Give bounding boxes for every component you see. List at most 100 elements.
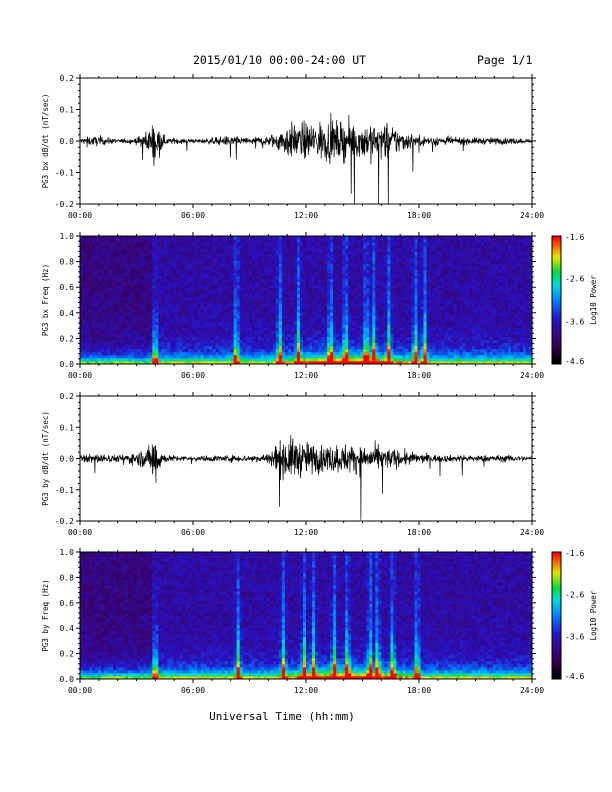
spectrogram-cell [167,236,171,240]
spectrogram-cell [321,315,325,319]
spectrogram-cell [405,324,409,328]
spectrogram-cell [164,321,168,325]
spectrogram-cell [378,245,382,249]
spectrogram-cell [119,248,123,252]
spectrogram-cell [306,284,310,289]
spectrogram-cell [299,263,304,267]
spectrogram-cell [182,257,186,261]
spectrogram-cell [302,345,307,350]
spectrogram-cell [221,272,226,277]
spectrogram-cell [113,278,117,283]
spectrogram-cell [390,248,394,252]
spectrogram-cell [245,336,250,341]
spectrogram-cell [411,275,415,280]
spectrogram-cell [206,281,210,286]
spectrogram-cell [212,242,216,246]
spectrogram-cell [299,257,304,261]
spectrogram-cell [315,257,319,261]
spectrogram-cell [218,318,223,322]
spectrogram-cell [278,242,283,246]
spectrogram-cell [306,278,310,283]
spectrogram-cell [221,293,226,298]
spectrogram-cell [173,309,177,313]
spectrogram-cell [351,257,355,261]
spectrogram-cell [396,287,400,292]
spectrogram-cell [80,284,84,289]
spectrogram-cell [405,242,409,246]
spectrogram-cell [333,318,337,322]
spectrogram-cell [272,324,277,328]
spectrogram-cell [101,351,105,356]
spectrogram-cell [360,263,364,267]
spectrogram-cell [86,266,90,270]
spectrogram-cell [176,287,180,292]
spectrogram-cell [260,266,265,270]
spectrogram-cell [360,303,364,307]
spectrogram-cell [197,318,201,322]
spectrogram-cell [351,263,355,267]
spectrogram-cell [354,245,358,249]
spectrogram-cell [194,324,198,328]
spectrogram-cell [131,266,135,270]
spectrogram-cell [110,266,114,270]
spectrogram-cell [396,360,400,365]
spectrogram-cell [146,251,150,255]
spectrogram-cell [375,360,379,365]
spectrogram-cell [354,342,358,347]
spectrogram-cell [296,281,301,286]
spectrogram-cell [411,315,415,319]
spectrogram-cell [278,287,283,292]
spectrogram-cell [239,260,244,264]
spectrogram-cell [119,306,123,310]
spectrogram-cell [372,260,376,264]
spectrogram-cell [98,275,102,280]
spectrogram-cell [269,309,274,313]
spectrogram-cell [200,333,204,337]
spectrogram-cell [284,278,289,283]
spectrogram-cell [366,254,370,258]
spectrogram-cell [306,309,310,313]
spectrogram-cell [194,360,198,365]
spectrogram-cell [278,300,283,304]
spectrogram-cell [197,315,201,319]
spectrogram-cell [405,303,409,307]
spectrogram-cell [140,327,144,331]
spectrogram-cell [134,281,138,286]
spectrogram-cell [272,278,277,283]
spectrogram-cell [423,336,427,341]
spectrogram-cell [179,290,183,295]
spectrogram-cell [101,354,105,359]
spectrogram-cell [390,251,394,255]
spectrogram-cell [80,300,84,304]
spectrogram-cell [170,254,174,258]
spectrogram-cell [354,242,358,246]
spectrogram-cell [324,339,328,344]
spectrogram-cell [224,293,229,298]
spectrogram-cell [414,333,418,337]
spectrogram-cell [384,266,388,270]
spectrogram-cell [363,266,367,270]
spectrogram-cell [345,296,349,301]
spectrogram-cell [113,339,117,344]
spectrogram-cell [369,318,373,322]
spectrogram-cell [185,260,189,264]
spectrogram-cell [86,342,90,347]
spectrogram-cell [293,321,298,325]
spectrogram-cell [119,348,123,353]
spectrogram-cell [176,342,180,347]
spectrogram-cell [182,342,186,347]
spectrogram-cell [266,245,271,249]
spectrogram-cell [110,309,114,313]
spectrogram-cell [86,236,90,240]
spectrogram-cell [420,281,424,286]
spectrogram-cell [254,290,259,295]
spectrogram-cell [408,327,412,331]
spectrogram-cell [134,269,138,273]
spectrogram-cell [287,339,292,344]
spectrogram-cell [131,354,135,359]
spectrogram-cell [98,263,102,267]
spectrogram-cell [140,303,144,307]
spectrogram-cell [384,351,388,356]
spectrogram-cell [173,245,177,249]
spectrogram-cell [302,327,307,331]
